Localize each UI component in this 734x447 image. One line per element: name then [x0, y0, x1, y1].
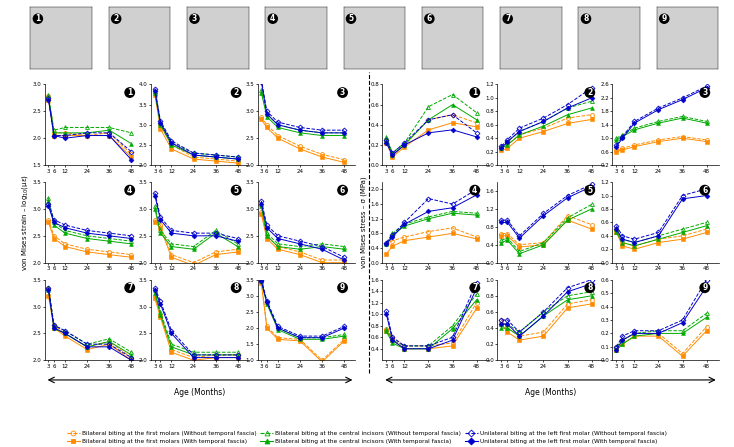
Text: 8: 8 [233, 283, 239, 292]
Y-axis label: von Mises strain – log$_{10}$(με): von Mises strain – log$_{10}$(με) [20, 174, 30, 271]
Text: 4: 4 [472, 186, 477, 194]
Text: 5: 5 [587, 186, 592, 194]
Text: 5: 5 [233, 186, 239, 194]
Text: 7: 7 [505, 14, 510, 23]
Text: 9: 9 [340, 283, 345, 292]
Text: 2: 2 [233, 88, 239, 97]
Text: 4: 4 [270, 14, 275, 23]
Text: 5: 5 [349, 14, 354, 23]
Text: 8: 8 [584, 14, 589, 23]
Text: 6: 6 [702, 186, 708, 194]
Text: 1: 1 [472, 88, 477, 97]
Text: 8: 8 [587, 283, 592, 292]
Text: 6: 6 [426, 14, 432, 23]
Text: Age (Months): Age (Months) [175, 388, 225, 397]
Y-axis label: von Mises stress – σ (MPa): von Mises stress – σ (MPa) [361, 177, 368, 268]
Text: 4: 4 [127, 186, 132, 194]
Text: 3: 3 [192, 14, 197, 23]
Legend: Bilateral biting at the first molars (Without temporal fascia), Bilateral biting: Bilateral biting at the first molars (Wi… [67, 431, 667, 444]
Text: 2: 2 [587, 88, 592, 97]
Text: 1: 1 [127, 88, 132, 97]
Text: 9: 9 [702, 283, 708, 292]
Text: 9: 9 [661, 14, 667, 23]
Text: 3: 3 [702, 88, 708, 97]
Text: 7: 7 [127, 283, 132, 292]
Text: Age (Months): Age (Months) [525, 388, 576, 397]
Text: 1: 1 [35, 14, 40, 23]
Text: 6: 6 [340, 186, 345, 194]
Text: 2: 2 [114, 14, 119, 23]
Text: 3: 3 [340, 88, 345, 97]
Text: 7: 7 [472, 283, 478, 292]
